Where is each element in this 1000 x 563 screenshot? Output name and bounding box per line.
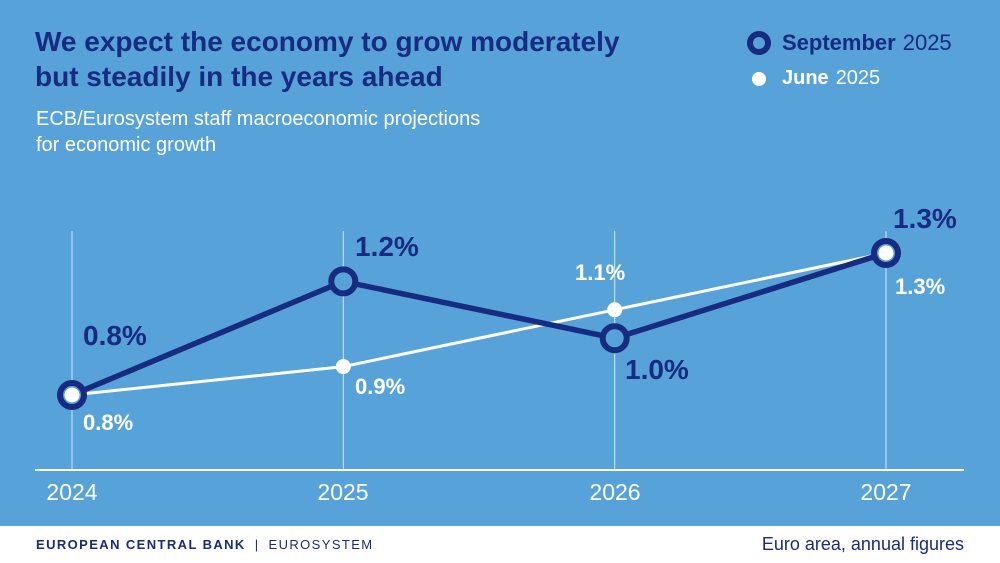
page-title: We expect the economy to grow moderately… <box>35 24 620 94</box>
data-label-june-2025: 0.9% <box>355 374 406 399</box>
data-label-september-2027: 1.3% <box>893 203 957 234</box>
chart-legend: September 2025 June 2025 <box>747 30 952 90</box>
title-line-2: but steadily in the years ahead <box>35 61 443 92</box>
data-label-september-2025: 1.2% <box>355 231 419 262</box>
legend-label-june: June 2025 <box>782 67 880 90</box>
footer-note: Euro area, annual figures <box>761 534 964 554</box>
brand-eurosystem: EUROSYSTEM <box>268 537 374 552</box>
x-axis-label-2027: 2027 <box>860 479 912 505</box>
data-label-june-2024: 0.8% <box>83 410 134 435</box>
x-axis-label-2024: 2024 <box>46 479 98 505</box>
data-label-june-2027: 1.3% <box>895 274 946 299</box>
legend-year: 2025 <box>835 67 881 89</box>
subtitle-line-1: ECB/Eurosystem staff macroeconomic proje… <box>36 108 481 130</box>
legend-name: June <box>782 67 829 89</box>
data-label-june-2026: 1.1% <box>575 260 626 285</box>
chart-subtitle: ECB/Eurosystem staff macroeconomic proje… <box>36 106 480 158</box>
footer-bar: EUROPEAN CENTRAL BANK | EUROSYSTEM Euro … <box>0 526 1000 563</box>
legend-year: 2025 <box>902 30 952 55</box>
x-axis-label-2026: 2026 <box>589 479 641 505</box>
brand-ecb-name: EUROPEAN CENTRAL BANK <box>36 537 246 552</box>
title-line-1: We expect the economy to grow moderately <box>35 26 620 57</box>
ring-marker-icon <box>747 31 771 55</box>
legend-item-september: September 2025 <box>747 30 952 56</box>
subtitle-line-2: for economic growth <box>36 134 217 156</box>
ecb-brand: EUROPEAN CENTRAL BANK | EUROSYSTEM <box>36 537 374 552</box>
data-label-september-2024: 0.8% <box>83 320 147 351</box>
data-label-september-2026: 1.0% <box>625 354 689 385</box>
legend-name: September <box>782 30 896 55</box>
brand-separator: | <box>254 537 260 552</box>
dot-marker-icon <box>752 71 766 86</box>
legend-label-september: September 2025 <box>782 30 952 56</box>
legend-item-june: June 2025 <box>747 67 952 90</box>
x-axis-label-2025: 2025 <box>317 479 369 505</box>
